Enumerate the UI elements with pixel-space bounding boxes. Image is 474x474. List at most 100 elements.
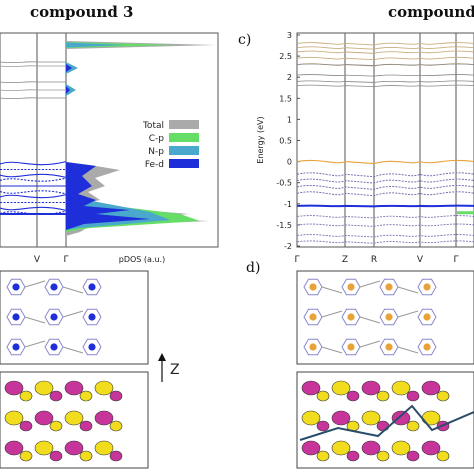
right-ytick-label-7: -0.5: [276, 179, 292, 188]
left-struct-metal-atom: [50, 283, 58, 291]
right-density-yellow-lobe: [316, 450, 330, 462]
pdos-axis-label: pDOS (a.u.): [119, 255, 165, 264]
right-struct-metal-atom: [423, 283, 431, 291]
panel-label-c: c): [238, 32, 251, 48]
right-density-magenta-lobe: [391, 410, 411, 426]
left-struct-metal-atom: [50, 313, 58, 321]
right-structure-panel: [296, 270, 474, 365]
right-struct-ring: [303, 278, 323, 296]
left-band-upper-2: [0, 81, 66, 84]
right-band-grey-2: [296, 80, 474, 83]
right-band-grey-3: [296, 84, 474, 88]
right-density-panel: [296, 371, 474, 469]
left-density-yellow-lobe: [49, 420, 63, 432]
left-struct-ring: [82, 308, 102, 326]
left-legend: Total C-p N-p Fe-d: [142, 120, 199, 170]
right-struct-metal-atom: [347, 283, 355, 291]
right-band-low-2: [296, 234, 474, 238]
right-xtick-gamma-2: Γ: [453, 255, 458, 265]
right-band-low-3: [296, 240, 474, 244]
pdos-np-3: [66, 84, 76, 96]
right-density-yellow-lobe: [436, 450, 450, 462]
left-struct-metal-atom: [88, 313, 96, 321]
right-struct-ring: [341, 308, 361, 326]
right-band-panel: c) 3 2.5 2 1.5 1 0.5 0 -0.5 -1 -1.5 -2 Energy (eV)…: [238, 31, 474, 265]
left-struct-linker: [62, 286, 84, 294]
zigzag-path: [299, 404, 474, 441]
right-density-yellow-lobe: [316, 390, 330, 402]
right-density-magenta-lobe: [361, 380, 381, 396]
right-density-yellow-lobe: [376, 450, 390, 462]
left-struct-metal-atom: [12, 343, 20, 351]
right-density-magenta-lobe: [406, 450, 420, 462]
pdos-fe-block: [66, 162, 150, 230]
right-struct-metal-atom: [385, 313, 393, 321]
left-band-fe-3: [0, 177, 67, 182]
left-xtick-gamma: Γ: [63, 255, 68, 265]
left-density-yellow-lobe: [34, 380, 54, 396]
left-density-magenta-lobe: [49, 390, 63, 402]
right-struct-metal-atom: [309, 313, 317, 321]
right-band-purple-3: [296, 191, 474, 197]
right-xtick-r: R: [371, 255, 377, 265]
left-struct-metal-atom: [88, 283, 96, 291]
left-density-magenta-lobe: [79, 420, 93, 432]
left-density-yellow-lobe: [19, 450, 33, 462]
left-density-magenta-lobe: [64, 440, 84, 456]
right-y-ticks: 3 2.5 2 1.5 1 0.5 0 -0.5 -1 -1.5 -2: [276, 31, 300, 251]
left-density-magenta-lobe: [34, 410, 54, 426]
right-density-magenta-lobe: [316, 420, 330, 432]
legend-label-2: N-p: [148, 147, 164, 157]
right-band-orange: [296, 159, 474, 165]
right-ytick-label-0: 3: [287, 31, 292, 40]
left-struct-ring: [44, 278, 64, 296]
left-band-panel: Total C-p N-p Fe-d V Γ pDOS (a.u.): [0, 32, 219, 265]
right-struct-linker: [321, 346, 343, 354]
panel-label-d: d): [246, 260, 260, 276]
right-ytick-label-2: 2: [287, 73, 292, 82]
left-density-magenta-lobe: [49, 450, 63, 462]
left-struct-ring: [6, 338, 26, 356]
left-struct-ring: [82, 278, 102, 296]
left-pdos-fills: [66, 41, 216, 236]
right-ytick-label-6: 0: [287, 158, 292, 167]
right-struct-ring: [417, 338, 437, 356]
left-structure-panel: [0, 270, 149, 365]
left-band-fe-5: [0, 190, 67, 195]
left-band-upper-1: [0, 65, 66, 68]
right-struct-metal-atom: [385, 343, 393, 351]
right-density-magenta-lobe: [331, 410, 351, 426]
left-band-fe-8: [0, 206, 67, 211]
right-struct-linker: [359, 280, 381, 288]
right-density-yellow-lobe: [421, 410, 441, 426]
right-struct-ring: [379, 278, 399, 296]
right-struct-ring: [341, 278, 361, 296]
left-struct-ring: [6, 278, 26, 296]
left-band-fe-6: [0, 194, 67, 199]
right-xtick-z: Z: [342, 255, 348, 265]
right-struct-ring: [303, 338, 323, 356]
right-struct-metal-atom: [423, 343, 431, 351]
right-xtick-gamma-1: Γ: [294, 255, 299, 265]
left-density-magenta-lobe: [109, 390, 123, 402]
left-density-yellow-lobe: [94, 380, 114, 396]
left-density-magenta-lobe: [64, 380, 84, 396]
right-density-yellow-lobe: [301, 410, 321, 426]
left-density-yellow-lobe: [109, 420, 123, 432]
left-struct-metal-atom: [88, 343, 96, 351]
right-density-yellow-lobe: [331, 380, 351, 396]
right-struct-linker: [359, 340, 381, 348]
right-heading: compound 1: [388, 3, 474, 21]
pdos-fe-2: [66, 64, 72, 72]
right-band-tan-2: [296, 50, 474, 54]
right-density-yellow-lobe: [391, 440, 411, 456]
legend-label-1: C-p: [149, 134, 165, 144]
left-density-panel: [0, 371, 149, 469]
right-density-magenta-lobe: [301, 440, 321, 456]
legend-swatch-3: [169, 159, 199, 168]
right-struct-linker: [359, 316, 381, 324]
left-band-fe-9: [0, 210, 67, 215]
left-band-fe-2: [0, 173, 67, 178]
right-band-lines: [296, 42, 474, 244]
